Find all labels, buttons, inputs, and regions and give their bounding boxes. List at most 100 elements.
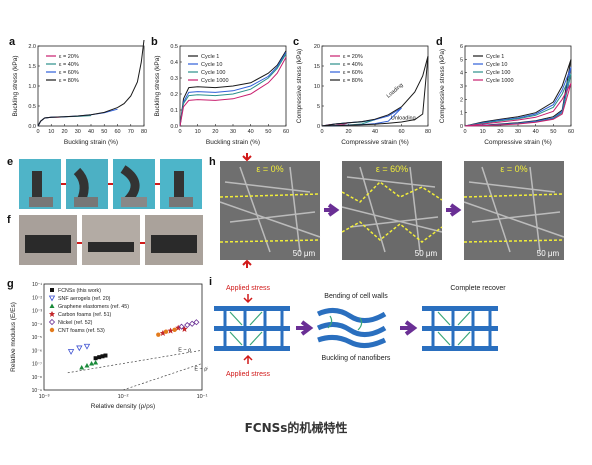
panel-f-photo-strip [19, 215, 204, 265]
guide-label-quadratic: E ~ ρ² [194, 366, 208, 372]
sample-f1 [25, 235, 71, 253]
x-tick-label: 60 [283, 129, 289, 135]
legend-label-2: Cycle 100 [201, 70, 225, 76]
series-line-3 [37, 40, 145, 127]
series-line-3 [464, 83, 572, 127]
panel-letter-d: d [436, 36, 443, 48]
legend-label-0: ε = 20% [59, 54, 79, 60]
scale-bar-3: 50 μm [537, 249, 560, 258]
x-tick-label: 60 [398, 129, 404, 135]
scatter-point-3-3 [181, 326, 188, 333]
clamp-e3 [121, 197, 147, 207]
legend-marker-5 [49, 327, 55, 333]
legend-label-0: Cycle 1 [201, 54, 219, 60]
compress-arrow-top [242, 153, 252, 162]
stress-arrow-top [243, 294, 253, 304]
y-tick-label: 4 [460, 71, 463, 77]
y-tick-label: 5 [317, 104, 320, 110]
transition-arrow-h1 [324, 203, 340, 217]
x-tick-label: 20 [345, 129, 351, 135]
y-tick-label: 10 [314, 84, 320, 90]
x-tick-label: 30 [230, 129, 236, 135]
sem-image-3 [463, 161, 565, 260]
series-line-2 [179, 53, 287, 127]
scale-bar-2: 50 μm [415, 249, 438, 258]
x-tick-label: 0 [36, 129, 39, 135]
y-axis-label: Compressive stress (kPa) [296, 49, 303, 123]
panel-e-photo-strip [19, 157, 204, 211]
scatter-point-1-2 [83, 343, 91, 350]
y-tick-label: 20 [314, 44, 320, 50]
legend-marker-2 [49, 303, 55, 308]
recover-label: Complete recover [450, 285, 506, 292]
y-tick-label: 10⁻⁴ [32, 322, 42, 328]
legend-label-1: SNF aerogels (ref. 20) [58, 296, 111, 302]
scatter-point-3-1 [167, 327, 174, 334]
annotation-unloading: Unloading [391, 116, 416, 122]
chart-a-buckling-stress: 0 10 20 30 40 50 60 70 80 0.0 0.5 1.0 1.5 2.0 Buckling… [12, 40, 147, 146]
legend-label-2: ε = 60% [343, 70, 363, 76]
legend-label-3: Carbon foams (ref. 51) [58, 312, 112, 318]
applied-stress-top: Applied stress [226, 285, 270, 292]
y-tick-label: 0.0 [170, 124, 178, 130]
y-tick-label: 1.5 [28, 64, 36, 70]
x-tick-label: 10 [195, 129, 201, 135]
legend-label-0: Cycle 1 [486, 54, 504, 60]
legend-marker-1 [48, 295, 56, 302]
y-tick-label: 0.0 [28, 124, 36, 130]
y-axis-label: Buckling stress (kPa) [154, 55, 161, 116]
x-tick-label: 40 [533, 129, 539, 135]
structure-initial [214, 306, 290, 351]
x-tick-label: 10⁻¹ [197, 394, 208, 400]
legend-label-1: Cycle 10 [201, 62, 222, 68]
photo-f2 [82, 215, 140, 265]
sample-e4 [174, 171, 184, 201]
panel-letter-e: e [7, 156, 14, 168]
y-tick-label: 0.1 [170, 108, 178, 114]
x-tick-label: 0 [178, 129, 181, 135]
scatter-point-2-0 [79, 364, 85, 370]
sample-f3 [151, 235, 197, 253]
guide-line-quadratic [122, 363, 203, 391]
x-tick-label: 50 [265, 129, 271, 135]
panel-letter-b: b [151, 36, 158, 48]
sample-f2 [88, 242, 134, 252]
strain-label-1: ε = 0% [256, 164, 283, 174]
plot-frame [321, 45, 429, 127]
y-tick-label: 1.0 [28, 84, 36, 90]
applied-stress-bottom: Applied stress [226, 371, 270, 378]
chart-b-cyclic-buckling: 0 10 20 30 40 50 60 0.0 0.1 0.2 0.3 0.4 0.5 Buckling … [154, 44, 289, 146]
x-tick-label: 60 [568, 129, 574, 135]
legend-label-4: Nickel (ref. 52) [58, 320, 93, 326]
panel-e-photos [19, 159, 202, 209]
scatter-point-1-0 [67, 349, 75, 355]
scatter-point-4-2 [189, 320, 196, 327]
y-tick-label: 0 [317, 124, 320, 130]
x-tick-label: 40 [372, 129, 378, 135]
scatter-point-2-2 [89, 361, 95, 366]
x-tick-label: 10⁻² [118, 394, 129, 400]
y-tick-label: 10⁻¹ [32, 282, 42, 288]
x-tick-label: 20 [212, 129, 218, 135]
y-tick-label: 0.5 [28, 104, 36, 110]
y-tick-label: 10⁻³ [32, 309, 42, 315]
x-tick-label: 0 [463, 129, 466, 135]
series-line-3 [321, 55, 429, 127]
y-tick-label: 10⁻⁷ [32, 362, 42, 368]
y-tick-label: 0.5 [170, 44, 178, 50]
panel-h-sem: ε = 0% ε = 60% ε = 0% 50 μm 50 μm 50 μm [219, 153, 565, 268]
legend-label-5: CNT foams (ref. 53) [58, 328, 105, 334]
y-tick-label: 1 [460, 111, 463, 117]
clamp-e2 [74, 197, 98, 207]
scatter-point-1-1 [76, 345, 83, 352]
x-tick-label: 30 [515, 129, 521, 135]
y-tick-label: 0.3 [170, 76, 178, 82]
compress-arrow-bottom [242, 259, 252, 268]
y-tick-label: 10⁻⁶ [32, 348, 42, 354]
legend-label-2: ε = 60% [59, 70, 79, 76]
sem-image-2 [341, 161, 443, 260]
y-tick-label: 10⁻² [32, 295, 42, 301]
scatter-point-4-3 [193, 319, 200, 326]
legend-label-0: ε = 20% [343, 54, 363, 60]
guide-line-linear [67, 349, 203, 374]
